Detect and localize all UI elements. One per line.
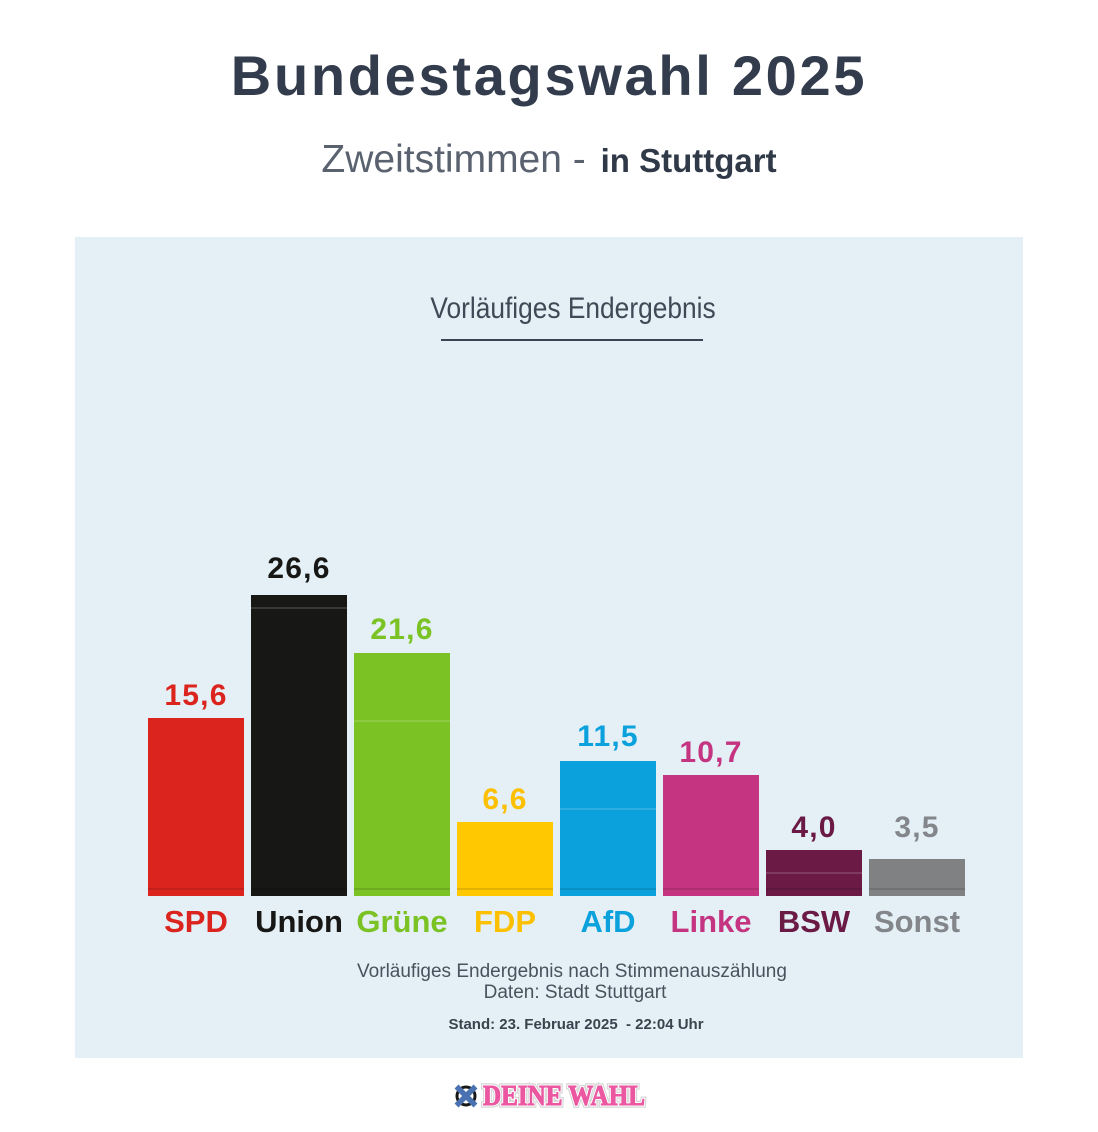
svg-text:DEINE WAHL: DEINE WAHL [483, 1082, 645, 1112]
svg-text:DEINE WAHL: DEINE WAHL [483, 1082, 645, 1112]
svg-text:DEINE WAHL: DEINE WAHL [483, 1082, 645, 1112]
